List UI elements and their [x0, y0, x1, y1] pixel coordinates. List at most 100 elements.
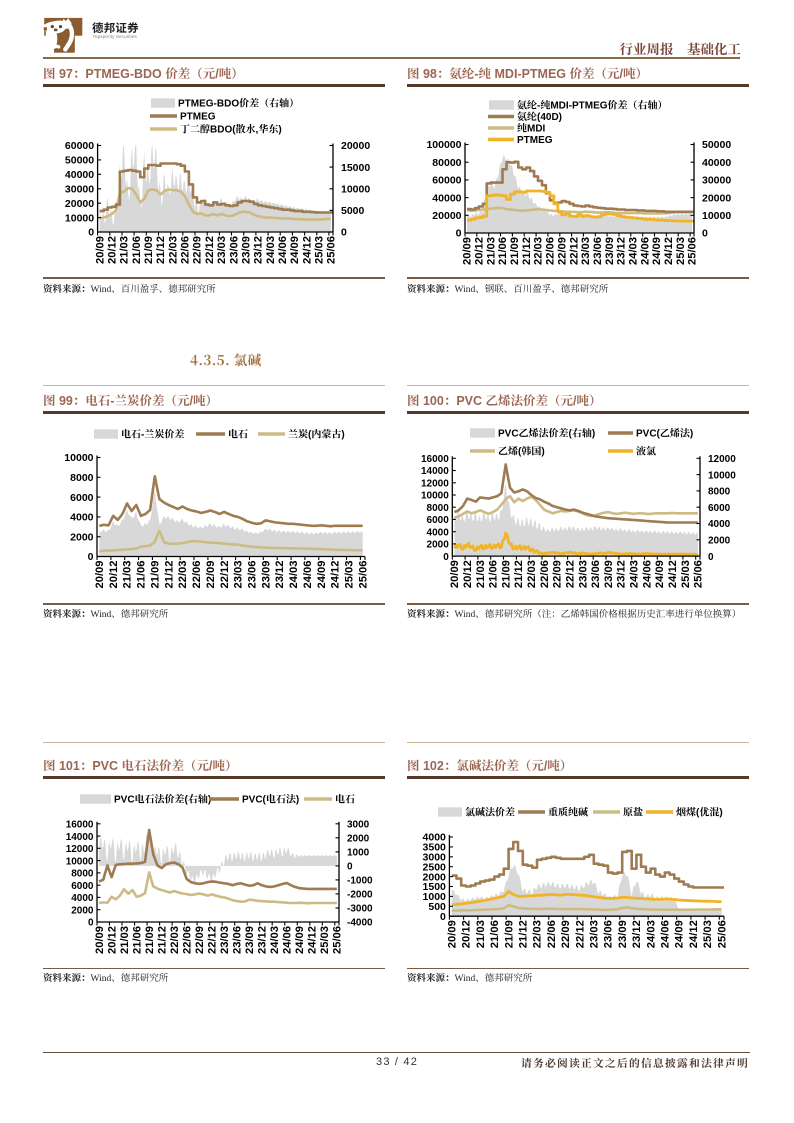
svg-text:8000: 8000	[708, 487, 731, 498]
svg-text:20/09: 20/09	[449, 560, 461, 588]
svg-text:2000: 2000	[427, 540, 450, 551]
svg-text:4000: 4000	[427, 527, 450, 538]
svg-text:30000: 30000	[65, 184, 94, 196]
svg-text:21/09: 21/09	[144, 926, 156, 954]
svg-text:6000: 6000	[427, 515, 450, 526]
svg-text:24/06: 24/06	[639, 237, 651, 265]
svg-text:6000: 6000	[71, 881, 94, 892]
svg-text:1500: 1500	[423, 881, 447, 893]
svg-text:氨纶-纯MDI-PTMEG价差（右轴）: 氨纶-纯MDI-PTMEG价差（右轴）	[517, 100, 668, 112]
svg-text:22/12: 22/12	[574, 920, 586, 948]
svg-text:16000: 16000	[421, 454, 449, 465]
svg-text:3000: 3000	[423, 852, 447, 864]
svg-text:23/12: 23/12	[257, 926, 269, 954]
svg-text:电石: 电石	[335, 794, 355, 806]
svg-text:24/12: 24/12	[330, 561, 342, 589]
svg-text:21/12: 21/12	[518, 920, 530, 948]
svg-text:8000: 8000	[71, 869, 94, 880]
svg-text:22/06: 22/06	[180, 236, 192, 264]
svg-text:23/03: 23/03	[216, 236, 228, 264]
svg-text:21/12: 21/12	[521, 237, 533, 265]
svg-text:24/03: 24/03	[265, 236, 277, 264]
svg-text:24/12: 24/12	[667, 560, 679, 588]
svg-text:23/06: 23/06	[592, 237, 604, 265]
svg-text:0: 0	[443, 552, 449, 563]
svg-text:23/12: 23/12	[616, 560, 628, 588]
svg-text:25/06: 25/06	[716, 920, 728, 948]
svg-text:22/12: 22/12	[219, 561, 231, 589]
svg-text:烟煤(优混): 烟煤(优混)	[675, 807, 723, 819]
svg-text:-2000: -2000	[347, 890, 373, 901]
svg-text:2000: 2000	[423, 871, 447, 883]
svg-text:24/06: 24/06	[660, 920, 672, 948]
svg-text:氨纶(40D): 氨纶(40D)	[517, 111, 562, 123]
svg-text:0: 0	[341, 227, 347, 239]
svg-text:23/09: 23/09	[244, 926, 256, 954]
svg-text:10000: 10000	[702, 210, 731, 222]
svg-text:22/03: 22/03	[169, 926, 181, 954]
svg-text:5000: 5000	[341, 205, 365, 217]
svg-text:22/12: 22/12	[206, 926, 218, 954]
svg-text:0: 0	[456, 228, 462, 240]
svg-text:4000: 4000	[423, 832, 447, 844]
svg-text:3000: 3000	[347, 820, 370, 831]
svg-text:22/03: 22/03	[167, 236, 179, 264]
svg-text:23/03: 23/03	[589, 920, 601, 948]
svg-text:10000: 10000	[341, 184, 370, 196]
svg-text:40000: 40000	[702, 157, 731, 169]
svg-text:纯MDI: 纯MDI	[517, 123, 546, 135]
svg-text:1000: 1000	[423, 891, 447, 903]
svg-text:23/09: 23/09	[240, 236, 252, 264]
svg-text:2500: 2500	[423, 861, 447, 873]
svg-text:2000: 2000	[708, 536, 731, 547]
svg-text:23/06: 23/06	[232, 926, 244, 954]
svg-text:24/12: 24/12	[301, 236, 313, 264]
svg-text:22/09: 22/09	[192, 236, 204, 264]
svg-text:6000: 6000	[70, 492, 94, 504]
svg-text:23/03: 23/03	[219, 926, 231, 954]
svg-text:PTMEG: PTMEG	[517, 135, 553, 146]
svg-text:20000: 20000	[702, 192, 731, 204]
svg-text:-3000: -3000	[347, 904, 373, 915]
svg-text:0: 0	[702, 228, 708, 240]
svg-text:0: 0	[88, 551, 94, 563]
svg-text:20000: 20000	[65, 198, 94, 210]
svg-text:22/06: 22/06	[539, 560, 551, 588]
svg-text:24/03: 24/03	[269, 926, 281, 954]
svg-text:60000: 60000	[432, 175, 461, 187]
svg-text:PTMEG-BDO价差（右轴）: PTMEG-BDO价差（右轴）	[178, 98, 299, 110]
svg-text:4000: 4000	[70, 512, 94, 524]
svg-text:3500: 3500	[423, 842, 447, 854]
svg-text:21/03: 21/03	[122, 561, 134, 589]
svg-text:21/06: 21/06	[489, 920, 501, 948]
svg-text:21/03: 21/03	[475, 920, 487, 948]
svg-text:22/06: 22/06	[545, 237, 557, 265]
svg-text:23/12: 23/12	[616, 237, 628, 265]
svg-text:22/06: 22/06	[181, 926, 193, 954]
svg-text:24/12: 24/12	[663, 237, 675, 265]
svg-text:2000: 2000	[70, 531, 94, 543]
svg-text:23/03: 23/03	[233, 561, 245, 589]
svg-text:21/09: 21/09	[500, 560, 512, 588]
svg-text:23/06: 23/06	[590, 560, 602, 588]
svg-text:PTMEG: PTMEG	[180, 112, 216, 123]
svg-text:20/12: 20/12	[462, 560, 474, 588]
svg-text:80000: 80000	[432, 157, 461, 169]
svg-text:25/06: 25/06	[687, 237, 699, 265]
svg-text:24/06: 24/06	[277, 236, 289, 264]
svg-text:20000: 20000	[341, 140, 370, 152]
svg-text:15000: 15000	[341, 162, 370, 174]
svg-text:0: 0	[88, 227, 94, 239]
svg-text:22/09: 22/09	[552, 560, 564, 588]
svg-text:20/12: 20/12	[474, 237, 486, 265]
svg-text:20/12: 20/12	[107, 236, 119, 264]
svg-text:20/12: 20/12	[108, 561, 120, 589]
svg-text:0: 0	[347, 862, 353, 873]
svg-text:24/06: 24/06	[282, 926, 294, 954]
svg-text:24/09: 24/09	[289, 236, 301, 264]
svg-text:0: 0	[440, 911, 446, 923]
svg-text:40000: 40000	[65, 169, 94, 181]
svg-text:40000: 40000	[432, 192, 461, 204]
svg-text:22/03: 22/03	[526, 560, 538, 588]
svg-text:22/12: 22/12	[204, 236, 216, 264]
